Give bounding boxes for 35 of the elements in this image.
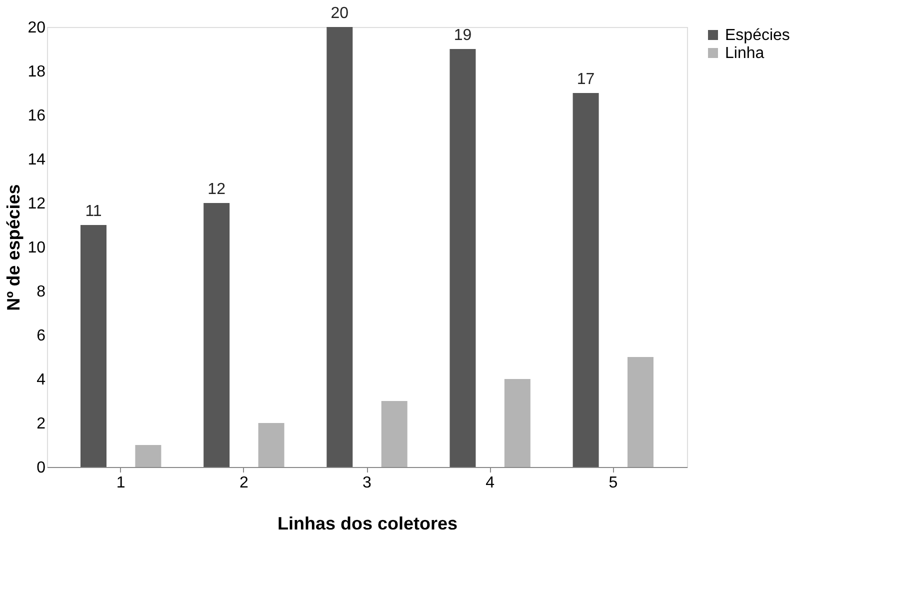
data-label: 20: [330, 5, 349, 22]
bar: [204, 203, 230, 467]
x-tick-label: 3: [362, 474, 372, 492]
x-tick-label: 1: [116, 474, 126, 492]
y-tick-label: 12: [28, 196, 46, 212]
y-tick-label: 20: [28, 20, 46, 36]
bar: [135, 445, 162, 467]
data-label: 12: [208, 181, 226, 198]
y-tick-label: 14: [28, 152, 46, 168]
data-label: 19: [454, 27, 472, 44]
legend-label: Linha: [725, 45, 764, 62]
x-tick-label: 4: [486, 474, 495, 492]
bar: [326, 27, 353, 467]
legend-label: Espécies: [725, 27, 790, 44]
y-tick-label: 16: [28, 108, 46, 124]
bar: [80, 225, 106, 467]
y-tick-label: 6: [36, 328, 46, 344]
bar: [381, 401, 408, 467]
data-label: 17: [576, 71, 595, 88]
data-label: 11: [85, 203, 102, 220]
y-tick-label: 18: [28, 64, 46, 80]
bar: [572, 93, 599, 467]
x-tick-label: 2: [239, 474, 248, 492]
y-tick-label: 4: [36, 372, 46, 388]
y-tick-label: 0: [36, 460, 46, 476]
x-tick-label: 5: [608, 474, 618, 492]
x-axis-title: Linhas dos coletores: [277, 514, 458, 534]
bar: [504, 379, 530, 467]
y-tick-label: 10: [28, 240, 46, 256]
y-axis-title: Nº de espécies: [4, 184, 24, 311]
bar: [450, 49, 476, 467]
y-tick-label: 8: [36, 284, 46, 300]
y-tick-label: 2: [36, 416, 46, 432]
bar: [258, 423, 284, 467]
bar: [628, 357, 654, 467]
